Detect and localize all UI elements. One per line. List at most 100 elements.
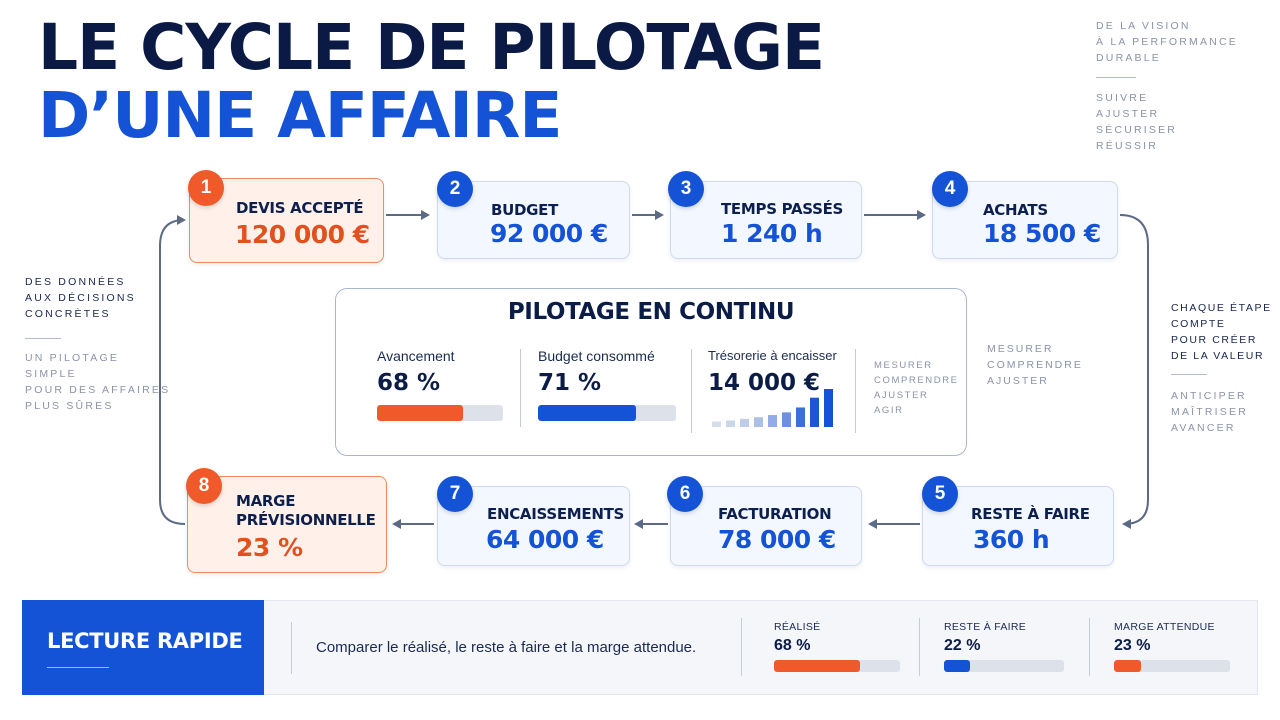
step-number-badge: 3 [668,171,704,207]
kpi-fill [944,660,971,672]
metric-label: Trésorerie à encaisser [708,348,837,363]
progress-bar-avancement [377,405,503,421]
right-heading: CHAQUE ÉTAPE COMPTE POUR CRÉER DE LA VAL… [1171,300,1272,364]
trend-bar [824,389,833,427]
right-heading-line: CHAQUE ÉTAPE [1171,302,1272,314]
trend-bar [740,418,749,427]
inner-word: AGIR [874,405,904,416]
right-heading-line: COMPTE [1171,318,1226,330]
step-value: 120 000 € [235,220,370,249]
divider [855,349,856,433]
inner-word-list: MESURER COMPRENDRE AJUSTER AGIR [874,358,959,418]
outer-word: AJUSTER [987,375,1049,387]
divider [919,618,920,676]
step-label: TEMPS PASSÉS [721,200,844,218]
kpi-value: 22 % [944,637,981,654]
trend-bar [768,415,777,427]
trend-bar [754,417,763,427]
step-label: RESTE À FAIRE [971,505,1090,523]
kpi-label: RÉALISÉ [774,621,821,633]
left-sub-line: PLUS SÛRES [25,400,114,412]
progress-bar-budget [538,405,676,421]
tagline-line: DE LA VISION [1096,20,1191,32]
step-number-badge: 2 [437,171,473,207]
left-sub-line: UN PILOTAGE [25,352,120,364]
outer-word: COMPRENDRE [987,359,1083,371]
verb-list: SUIVRE AJUSTER SÉCURISER RÉUSSIR [1096,90,1177,154]
kpi-label: MARGE ATTENDUE [1114,621,1215,633]
kpi-fill [774,660,860,672]
left-heading-line: AUX DÉCISIONS [25,292,136,304]
quick-read-title: LECTURE RAPIDE [47,629,243,653]
step-value: 1 240 h [721,219,823,248]
right-sub-line: MAÎTRISER [1171,406,1248,418]
tagline-line: À LA PERFORMANCE [1096,36,1238,48]
inner-word: AJUSTER [874,390,929,401]
metric-value: 71 % [538,370,602,396]
step-number-badge: 1 [188,170,224,206]
inner-word: MESURER [874,360,933,371]
tagline: DE LA VISION À LA PERFORMANCE DURABLE [1096,18,1238,66]
right-sub: ANTICIPER MAÎTRISER AVANCER [1171,388,1248,436]
page-title-line-2: D’UNE AFFAIRE [38,79,562,152]
divider [741,618,742,676]
tagline-line: DURABLE [1096,52,1161,64]
divider [1096,77,1136,78]
trend-bar [810,397,819,427]
divider [25,338,61,339]
step-value: 64 000 € [486,525,604,554]
kpi-bar-marge-attendue [1114,660,1230,672]
left-sub-line: SIMPLE [25,368,77,380]
page-title-line-1: LE CYCLE DE PILOTAGE [38,11,825,84]
step-label: FACTURATION [718,505,832,523]
metric-label: Avancement [377,348,455,364]
kpi-label: RESTE À FAIRE [944,621,1027,633]
step-label: ENCAISSEMENTS [487,505,625,523]
progress-fill [538,405,636,421]
verb-item: SUIVRE [1096,92,1149,104]
arrow-8-1 [159,215,186,525]
kpi-bar-realise [774,660,900,672]
step-number-badge: 7 [437,476,473,512]
trend-bar [782,412,791,427]
panel-title: PILOTAGE EN CONTINU [507,299,795,325]
right-heading-line: POUR CRÉER [1171,334,1258,346]
metric-label: Budget consommé [538,348,655,364]
step-devis-accepte: DEVIS ACCEPTÉ 120 000 € [189,178,384,263]
step-label: PRÉVISIONNELLE [236,511,376,529]
left-sub: UN PILOTAGE SIMPLE POUR DES AFFAIRES PLU… [25,350,170,414]
divider [47,667,109,668]
divider [520,349,521,427]
step-value: 78 000 € [718,525,836,554]
divider [691,349,692,433]
outer-word: MESURER [987,343,1054,355]
step-value: 92 000 € [490,219,608,248]
step-label: ACHATS [983,201,1048,219]
kpi-fill [1114,660,1141,672]
divider [1089,618,1090,676]
right-heading-line: DE LA VALEUR [1171,350,1265,362]
step-number-badge: 4 [932,171,968,207]
arrow-4-5 [1119,214,1149,529]
trend-bar [712,421,721,427]
divider [1171,374,1207,375]
left-heading: DES DONNÉES AUX DÉCISIONS CONCRÈTES [25,274,136,322]
step-number-badge: 8 [186,468,222,504]
divider [291,622,292,674]
step-label: MARGE [236,492,296,510]
left-sub-line: POUR DES AFFAIRES [25,384,171,396]
quick-read-header [22,600,264,695]
metric-value: 14 000 € [708,370,821,396]
trend-bar [726,420,735,427]
pilotage-panel: PILOTAGE EN CONTINU Avancement 68 % Budg… [335,288,967,456]
inner-word: COMPRENDRE [874,375,959,386]
kpi-value: 23 % [1114,637,1151,654]
trend-bar [796,407,805,427]
left-heading-line: CONCRÈTES [25,308,111,320]
right-sub-line: ANTICIPER [1171,390,1247,402]
step-number-badge: 5 [922,476,958,512]
verb-item: SÉCURISER [1096,124,1178,136]
metric-value: 68 % [377,370,441,396]
step-label: DEVIS ACCEPTÉ [236,199,364,217]
